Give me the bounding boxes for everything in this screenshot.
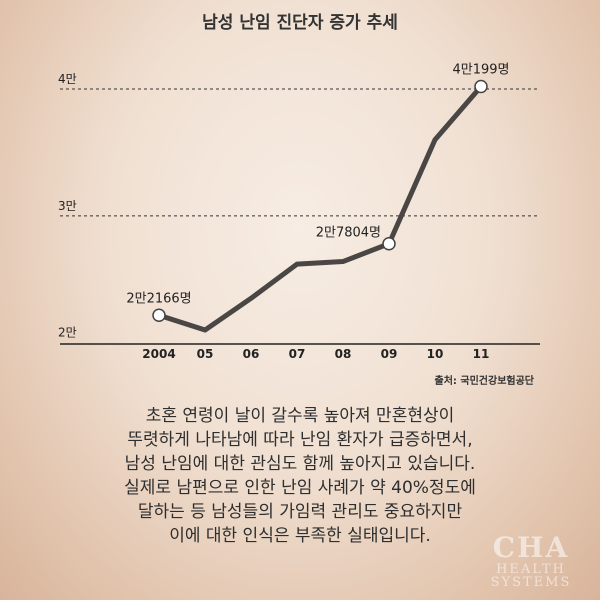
data-labels: 2만2166명 2만7804명 4만199명 xyxy=(126,63,509,307)
cha-health-systems-logo: CHA HEALTH SYSTEMS xyxy=(476,533,586,590)
series-line xyxy=(156,84,484,333)
x-tick-label: 2004 xyxy=(142,347,175,361)
x-tick-label: 10 xyxy=(427,347,444,361)
logo-line-3: SYSTEMS xyxy=(490,575,572,591)
x-tick-label: 07 xyxy=(289,347,306,361)
y-tick-label: 2만 xyxy=(58,326,77,340)
x-tick-label: 05 xyxy=(197,347,214,361)
caption-line: 달하는 등 남성들의 가임력 관리도 중요하지만 xyxy=(137,502,463,522)
data-label: 4만199명 xyxy=(452,63,509,78)
data-label: 2만7804명 xyxy=(316,226,381,241)
logo-line-1: CHA xyxy=(492,531,570,565)
y-tick-labels: 2만 3만 4만 xyxy=(58,72,77,340)
data-point-marker xyxy=(152,308,166,323)
x-tick-labels: 2004 05 06 07 08 09 10 11 xyxy=(142,347,489,361)
caption-line: 초혼 연령이 날이 갈수록 높아져 만혼현상이 xyxy=(145,406,455,426)
caption-line: 뚜렷하게 나타남에 따라 난임 환자가 급증하면서, xyxy=(127,430,473,450)
logo-line-2: HEALTH xyxy=(496,561,566,577)
caption-line: 이에 대한 인식은 부족한 실태입니다. xyxy=(169,526,431,546)
chart-title: 남성 난임 진단자 증가 추세 xyxy=(202,12,398,33)
x-tick-label: 06 xyxy=(243,347,260,361)
x-tick-label: 11 xyxy=(473,347,490,361)
source-note: 출처: 국민건강보험공단 xyxy=(435,374,535,387)
y-tick-label: 4만 xyxy=(58,72,77,86)
x-tick-label: 08 xyxy=(335,347,352,361)
caption-line: 실제로 남편으로 인한 난임 사례가 약 40%정도에 xyxy=(124,478,476,498)
x-tick-label: 09 xyxy=(381,347,398,361)
data-markers xyxy=(152,79,488,323)
data-label: 2만2166명 xyxy=(126,291,191,306)
gridlines xyxy=(60,88,540,217)
caption-line: 남성 난임에 대한 관심도 함께 높아지고 있습니다. xyxy=(124,454,476,474)
data-point-marker xyxy=(382,236,396,251)
y-tick-label: 3만 xyxy=(58,199,77,213)
chart: 남성 난임 진단자 증가 추세 2만 3만 4만 2004 05 06 07 08 09 10 1… xyxy=(58,12,540,387)
data-point-marker xyxy=(474,79,488,94)
